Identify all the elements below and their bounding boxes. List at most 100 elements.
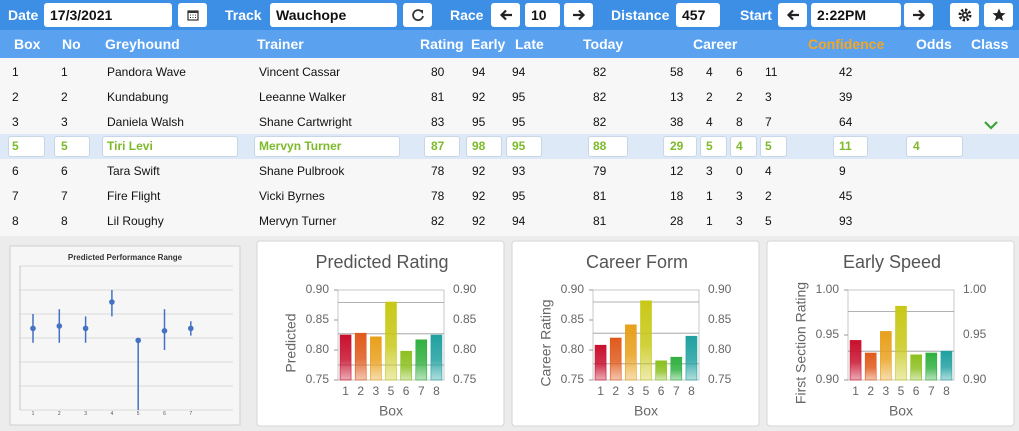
table-cell: 98: [472, 139, 486, 154]
x-tick-label: 2: [58, 411, 61, 417]
start-label: Start: [740, 7, 772, 23]
x-tick-label: 1: [342, 384, 349, 398]
cell-box[interactable]: [424, 135, 460, 157]
table-cell: 11: [765, 65, 778, 79]
y-axis-label: Career Rating: [538, 299, 554, 386]
table-cell: 2: [12, 89, 19, 104]
table-cell: 95: [512, 89, 526, 104]
y-tick-label: 0.75: [306, 372, 330, 386]
table-cell: 11: [839, 139, 852, 154]
table-cell: 6: [61, 164, 68, 179]
point: [135, 337, 141, 344]
bar: [685, 335, 698, 381]
track-input[interactable]: Wauchope: [270, 3, 397, 27]
cell-box[interactable]: [906, 135, 963, 157]
chart-title: Predicted Performance Range: [68, 253, 183, 262]
cell-box[interactable]: [102, 135, 238, 157]
cell-box[interactable]: [760, 135, 787, 157]
settings-button[interactable]: [950, 3, 979, 27]
table-cell: Shane Cartwright: [259, 114, 352, 129]
point: [30, 325, 36, 332]
table-cell: 18: [670, 189, 684, 203]
table-cell: 58: [670, 65, 684, 79]
table-cell: Vincent Cassar: [259, 65, 341, 79]
date-input[interactable]: 17/3/2021: [44, 3, 172, 27]
cell-box[interactable]: [700, 135, 727, 157]
table-cell: 3: [736, 213, 743, 228]
y-tick-label: 0.75: [561, 372, 585, 386]
cell-box[interactable]: [506, 135, 542, 157]
table-cell: 3: [765, 89, 772, 104]
table-cell: 93: [839, 213, 853, 228]
start-prev-button[interactable]: [778, 3, 807, 27]
bar: [670, 356, 683, 381]
table-cell: 95: [512, 189, 526, 203]
table-cell: 6: [736, 65, 743, 79]
bar: [849, 340, 862, 381]
cell-box[interactable]: [588, 135, 628, 157]
cell-box[interactable]: [730, 135, 757, 157]
column-header: Today: [583, 36, 624, 52]
race-next-button[interactable]: [564, 3, 593, 27]
table-cell: 45: [839, 189, 853, 203]
table-cell: 42: [839, 65, 853, 79]
table-cell: 0: [736, 164, 743, 179]
bar: [430, 334, 443, 381]
class-check-icon: [984, 120, 998, 130]
favorite-button[interactable]: [984, 3, 1013, 27]
cell-box[interactable]: [663, 135, 697, 157]
table-cell: 95: [512, 139, 526, 154]
table-cell: Shane Pulbrook: [259, 164, 345, 179]
table-cell: 92: [472, 189, 486, 203]
chart-title: Predicted Rating: [315, 252, 448, 272]
table-cell: 81: [593, 189, 607, 203]
table-cell: 80: [431, 65, 445, 79]
y-axis-label: Predicted: [283, 313, 299, 372]
x-tick-label: 8: [433, 384, 440, 398]
table-cell: 95: [472, 114, 486, 129]
race-input[interactable]: 10: [525, 3, 560, 27]
race-prev-button[interactable]: [491, 3, 520, 27]
bar: [415, 339, 428, 381]
y-tick-label: 0.90: [561, 282, 585, 296]
table-cell: 7: [765, 114, 772, 129]
distance-input[interactable]: 457: [676, 3, 720, 27]
cell-box[interactable]: [54, 135, 90, 157]
calendar-button[interactable]: [178, 3, 207, 27]
y2-tick-label: 0.90: [453, 282, 477, 296]
y2-tick-label: 0.85: [453, 312, 477, 326]
table-cell: 92: [472, 213, 486, 228]
bar: [370, 336, 382, 381]
y2-tick-label: 0.80: [708, 342, 732, 356]
refresh-button[interactable]: [403, 3, 432, 27]
x-tick-label: 8: [688, 384, 695, 398]
cell-box[interactable]: [8, 135, 45, 157]
column-header: Trainer: [257, 36, 304, 52]
x-tick-label: 3: [883, 384, 890, 398]
start-next-button[interactable]: [904, 3, 933, 27]
bar: [385, 301, 397, 381]
y2-tick-label: 0.75: [453, 372, 477, 386]
cell-box[interactable]: [466, 135, 502, 157]
table-cell: 95: [512, 114, 526, 129]
table-cell: 2: [61, 89, 68, 104]
table-cell: 4: [736, 139, 743, 154]
table-cell: 82: [593, 114, 607, 129]
y-tick-label: 0.90: [306, 282, 330, 296]
table-cell: 39: [839, 89, 853, 104]
x-axis-label: Box: [634, 403, 658, 419]
cell-box[interactable]: [254, 135, 400, 157]
table-cell: 2: [765, 189, 772, 203]
x-tick-label: 2: [867, 384, 874, 398]
table-cell: Mervyn Turner: [259, 139, 342, 154]
start-input[interactable]: 2:22PM: [811, 3, 901, 27]
x-tick-label: 5: [388, 384, 395, 398]
table-cell: 81: [431, 89, 445, 104]
cell-box[interactable]: [833, 135, 868, 157]
column-header: Late: [515, 36, 544, 52]
table-cell: Vicki Byrnes: [259, 189, 325, 203]
y2-tick-label: 1.00: [963, 282, 987, 296]
point: [161, 328, 168, 334]
